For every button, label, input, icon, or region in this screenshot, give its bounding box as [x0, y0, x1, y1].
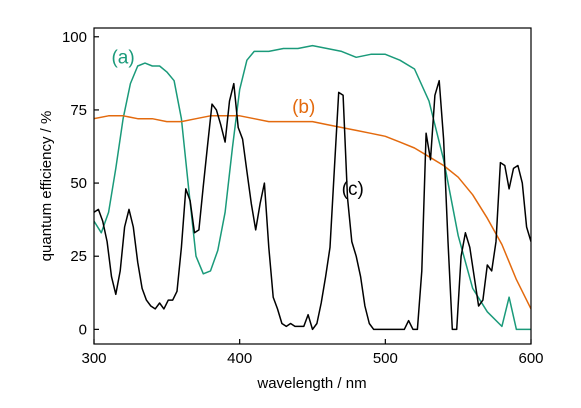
y-tick-label: 0: [79, 321, 87, 338]
y-tick-label: 75: [70, 102, 87, 119]
y-tick-label: 100: [62, 29, 87, 46]
series-label-2: (b): [292, 97, 315, 118]
x-tick-label: 500: [373, 350, 398, 367]
series-label-3: (c): [342, 179, 364, 200]
series-line-2: [94, 115, 531, 310]
x-tick-label: 600: [518, 350, 543, 367]
series-line-1: [94, 44, 531, 331]
y-axis-title: quantum efficiency / %: [38, 111, 55, 262]
series-line-3: [94, 79, 531, 331]
x-tick-label: 400: [227, 350, 252, 367]
series-label-1: (a): [111, 47, 134, 68]
x-tick-label: 300: [81, 350, 106, 367]
x-axis-title: wavelength / nm: [256, 375, 366, 392]
y-tick-label: 50: [70, 175, 87, 192]
y-tick-label: 25: [70, 248, 87, 265]
plot-frame: [93, 27, 532, 345]
